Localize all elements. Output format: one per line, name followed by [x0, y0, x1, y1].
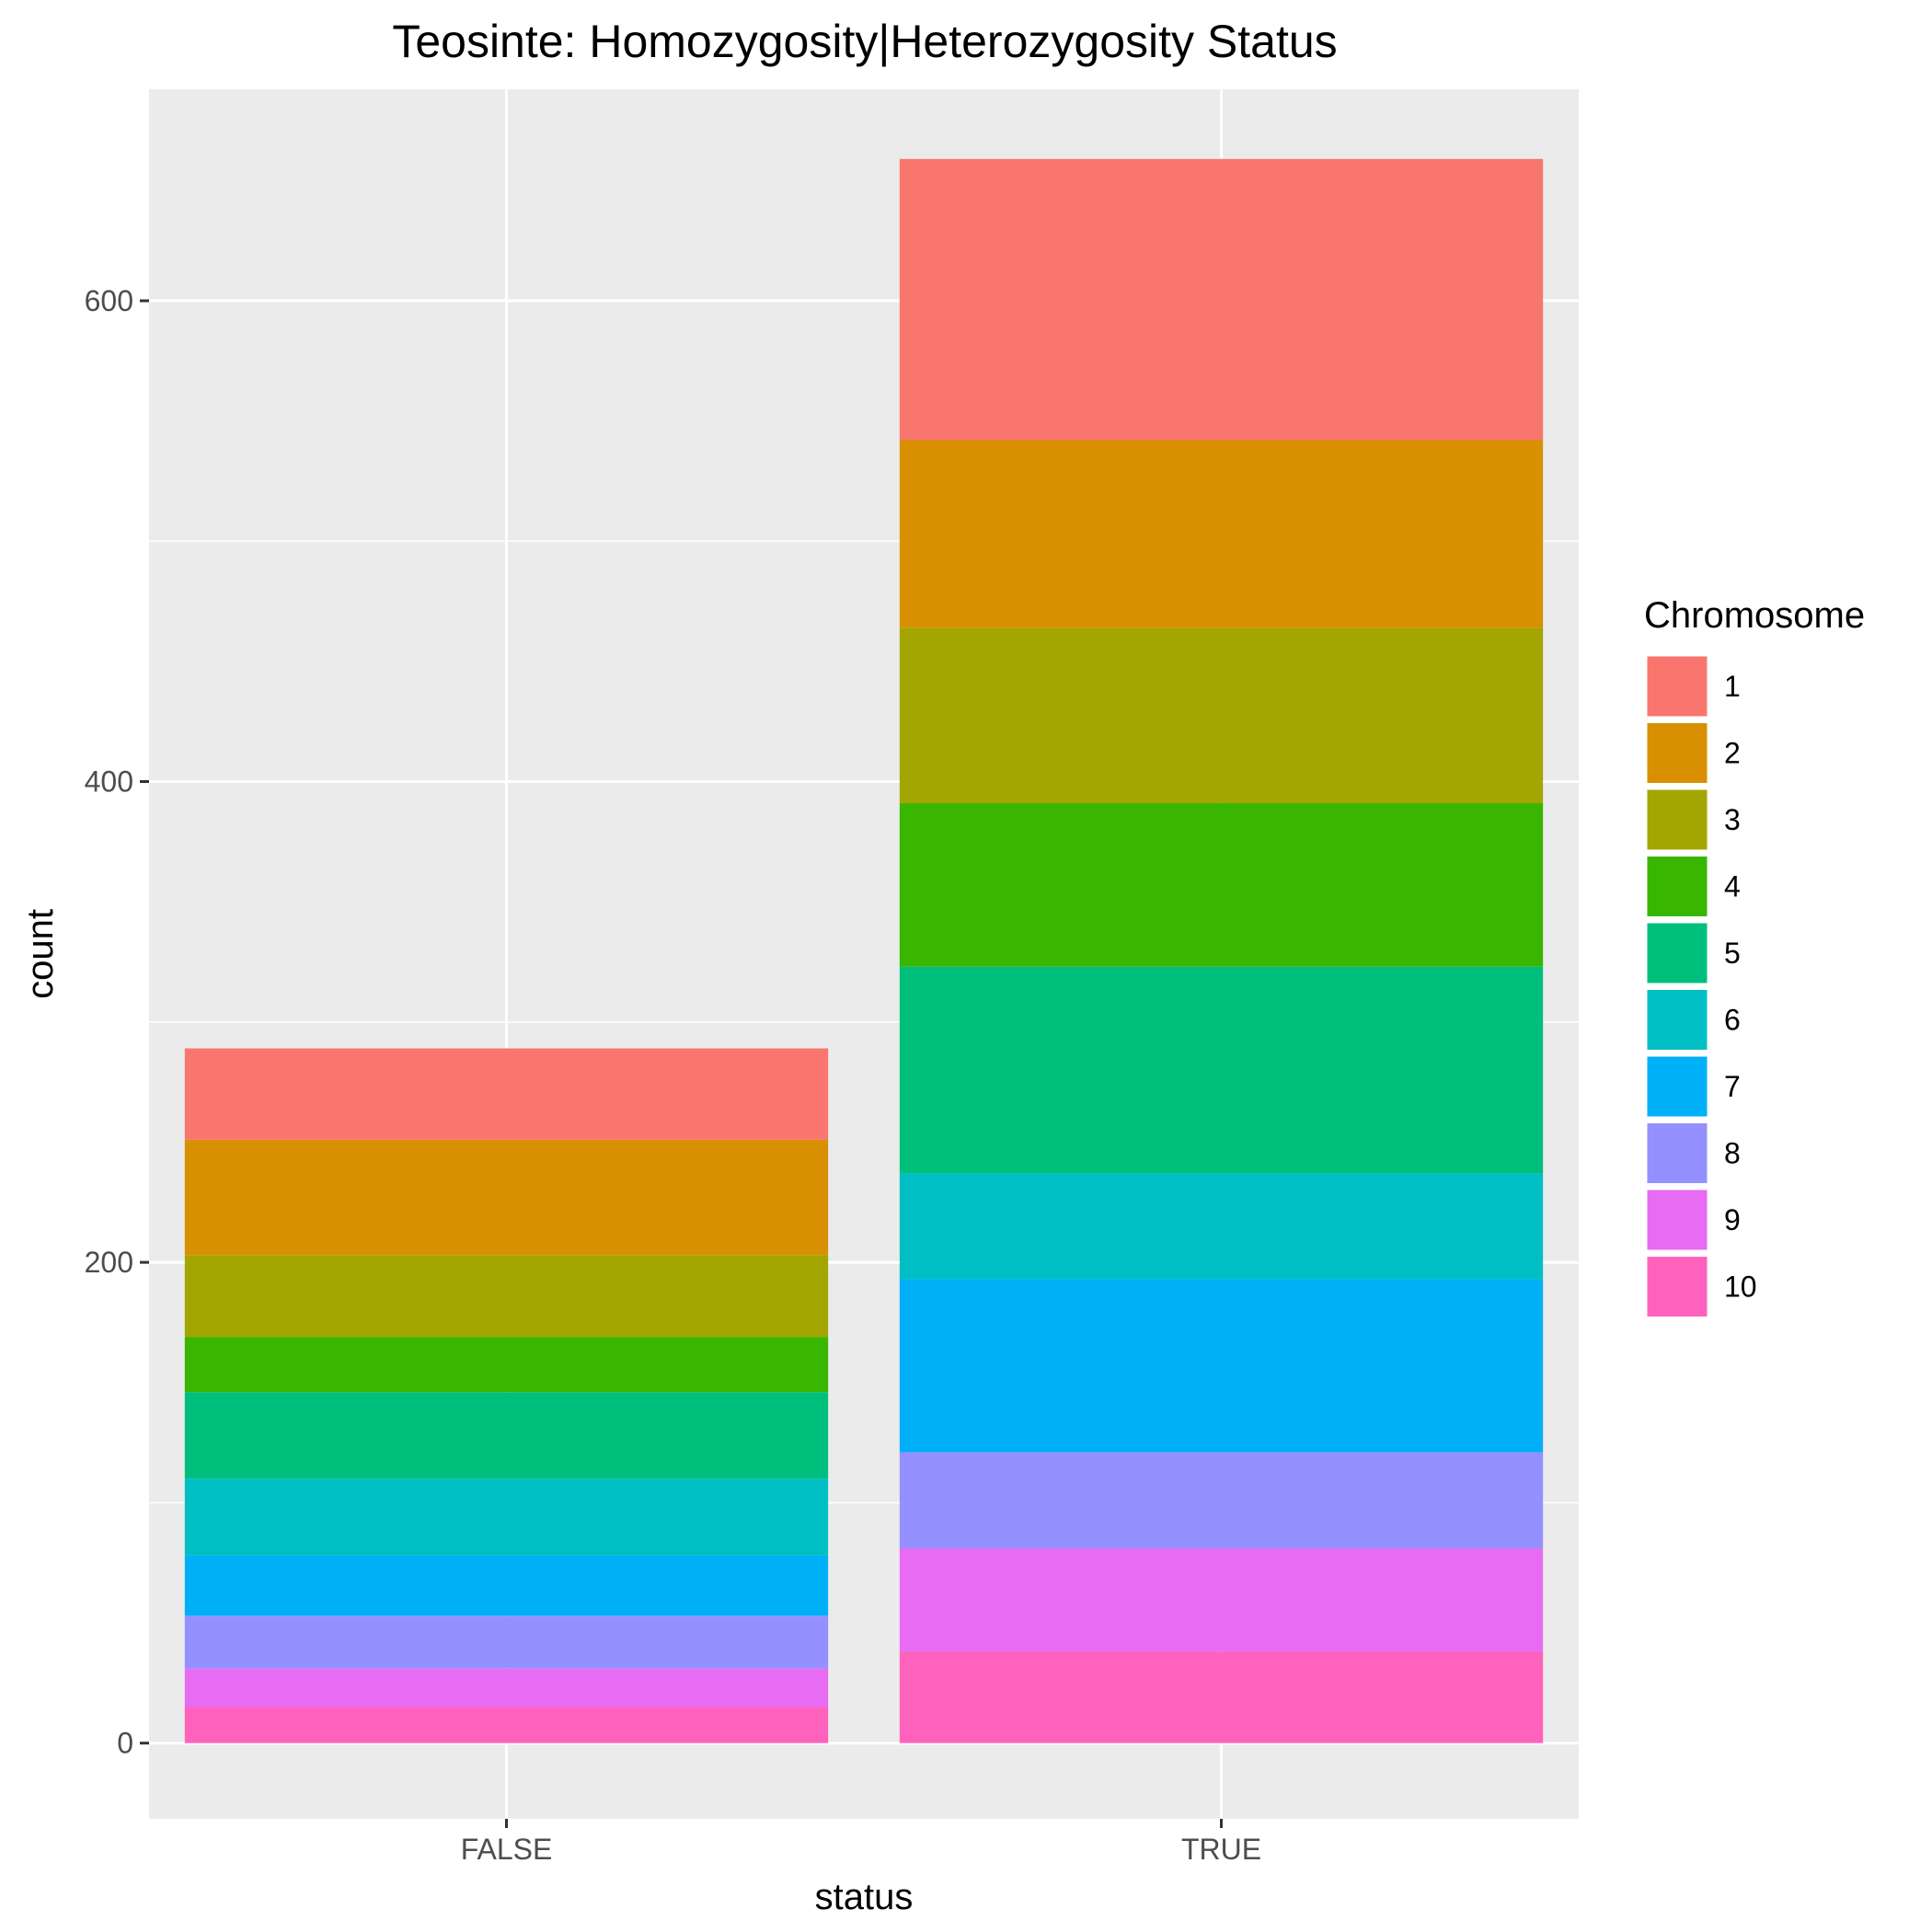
bar-segment — [184, 1616, 829, 1669]
bar-segment — [899, 1173, 1544, 1280]
legend-swatch — [1644, 1121, 1710, 1186]
legend-label: 10 — [1724, 1271, 1757, 1304]
bar-segment — [184, 1255, 829, 1338]
legend-swatch — [1644, 854, 1710, 919]
bar-segment — [899, 1548, 1544, 1652]
legend: Chromosome 1 2 3 4 5 6 7 8 9 10 — [1644, 595, 1865, 1319]
x-axis-title: status — [815, 1877, 914, 1917]
y-axis: 0 200 400 600 — [85, 284, 149, 1760]
bar-segment — [899, 1279, 1544, 1453]
bar-segment — [899, 1651, 1544, 1743]
bar-segment — [899, 803, 1544, 967]
legend-swatch — [1644, 1187, 1710, 1253]
bar-segment — [184, 1668, 829, 1708]
legend-title: Chromosome — [1644, 595, 1865, 636]
bar-segment — [184, 1707, 829, 1743]
legend-label: 5 — [1724, 937, 1741, 970]
legend-swatch — [1644, 787, 1710, 853]
y-tick-label: 200 — [85, 1246, 133, 1279]
legend-label: 6 — [1724, 1004, 1741, 1037]
x-axis: FALSE TRUE — [461, 1819, 1261, 1866]
legend-swatch — [1644, 653, 1710, 719]
legend-label: 7 — [1724, 1070, 1741, 1103]
legend-swatch — [1644, 987, 1710, 1052]
legend-label: 8 — [1724, 1137, 1741, 1170]
x-tick-label: TRUE — [1181, 1833, 1261, 1866]
legend-label: 4 — [1724, 870, 1741, 903]
bar-segment — [184, 1478, 829, 1556]
bar-segment — [899, 966, 1544, 1174]
legend-label: 1 — [1724, 670, 1741, 703]
bar-segment — [899, 158, 1544, 441]
y-tick-label: 600 — [85, 284, 133, 317]
bar-segment — [184, 1048, 829, 1140]
legend-swatch — [1644, 1254, 1710, 1319]
legend-label: 3 — [1724, 803, 1741, 836]
x-tick-label: FALSE — [461, 1833, 553, 1866]
legend-label: 2 — [1724, 737, 1741, 770]
bar-segment — [899, 1452, 1544, 1549]
bar-segment — [184, 1337, 829, 1393]
legend-swatch — [1644, 720, 1710, 786]
stacked-bars — [184, 158, 1544, 1743]
legend-swatch — [1644, 1053, 1710, 1120]
legend-swatch — [1644, 920, 1710, 986]
bar-segment — [899, 440, 1544, 628]
bar-segment — [184, 1392, 829, 1479]
y-axis-title: count — [20, 909, 61, 999]
bar-segment — [899, 627, 1544, 804]
bar-segment — [184, 1139, 829, 1256]
y-tick-label: 0 — [117, 1727, 133, 1760]
legend-label: 9 — [1724, 1203, 1741, 1236]
y-tick-label: 400 — [85, 765, 133, 799]
chart-title: Teosinte: Homozygosity|Heterozygosity St… — [392, 16, 1337, 67]
bar-segment — [184, 1555, 829, 1616]
